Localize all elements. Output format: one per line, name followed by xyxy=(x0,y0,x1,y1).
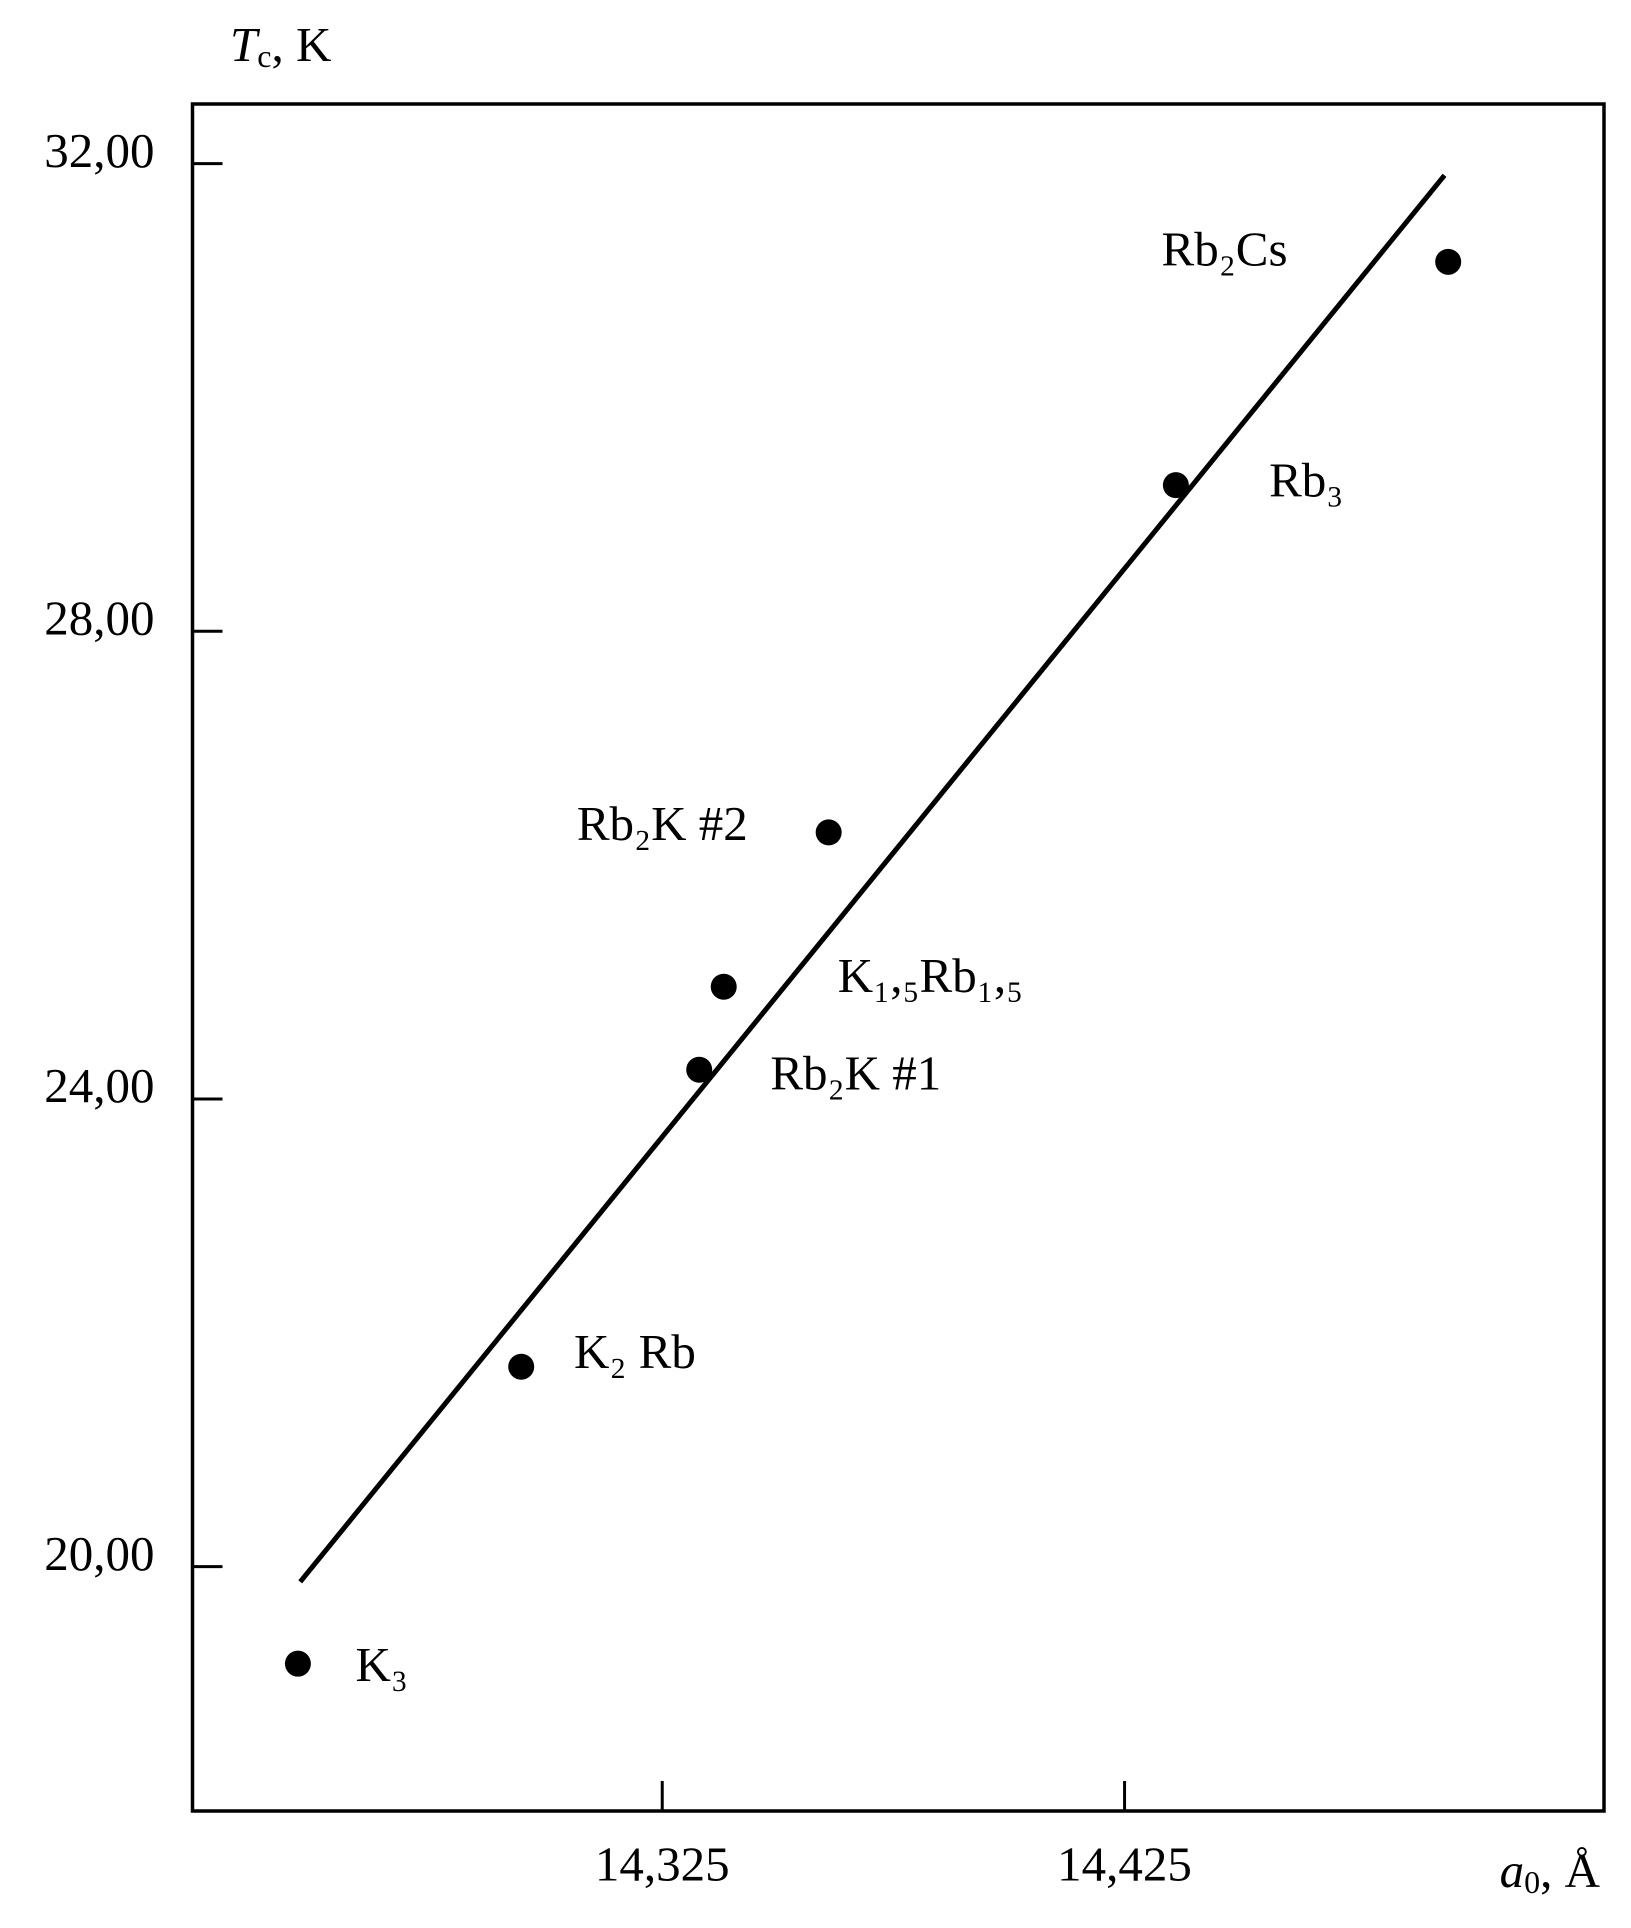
point-label: K₂ Rb xyxy=(574,1324,696,1379)
data-point xyxy=(815,819,842,846)
x-label-unit: , Å xyxy=(1540,1843,1601,1898)
point-label: Rb₂Cs xyxy=(1162,222,1288,277)
point-label: Rb₂K #2 xyxy=(577,796,748,851)
y-tick-label: 32,00 xyxy=(44,123,154,178)
y-tick-label: 24,00 xyxy=(44,1058,154,1113)
y-tick-label: 20,00 xyxy=(44,1526,154,1581)
x-tick-label: 14,425 xyxy=(1057,1836,1192,1891)
y-label-symbol: T xyxy=(230,17,261,72)
x-label-subscript: 0 xyxy=(1524,1864,1540,1900)
point-label: K₁,₅Rb₁,₅ xyxy=(838,948,1023,1003)
data-point xyxy=(508,1353,535,1380)
y-label-subscript: c xyxy=(257,38,271,74)
point-label: Rb₂K #1 xyxy=(770,1046,941,1101)
data-point xyxy=(710,973,737,1000)
x-axis-label: a0, Å xyxy=(1500,1843,1601,1900)
data-point xyxy=(686,1056,713,1083)
data-point xyxy=(284,1650,311,1677)
y-tick-label: 28,00 xyxy=(44,591,154,646)
plot-frame xyxy=(190,102,1606,1813)
point-label: K₃ xyxy=(356,1637,408,1692)
x-tick-label: 14,325 xyxy=(595,1836,730,1891)
data-point xyxy=(1162,472,1189,499)
data-point xyxy=(1435,248,1462,275)
x-label-symbol: a xyxy=(1500,1843,1525,1898)
y-label-unit: , K xyxy=(271,17,331,72)
y-axis-label: Tc, K xyxy=(230,17,331,74)
point-label: Rb₃ xyxy=(1269,452,1343,507)
fit-line xyxy=(298,173,1447,1584)
